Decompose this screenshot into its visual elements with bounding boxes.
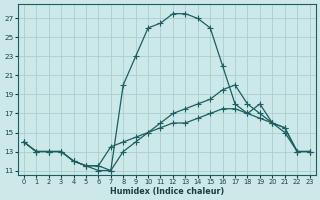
X-axis label: Humidex (Indice chaleur): Humidex (Indice chaleur) [109, 187, 224, 196]
